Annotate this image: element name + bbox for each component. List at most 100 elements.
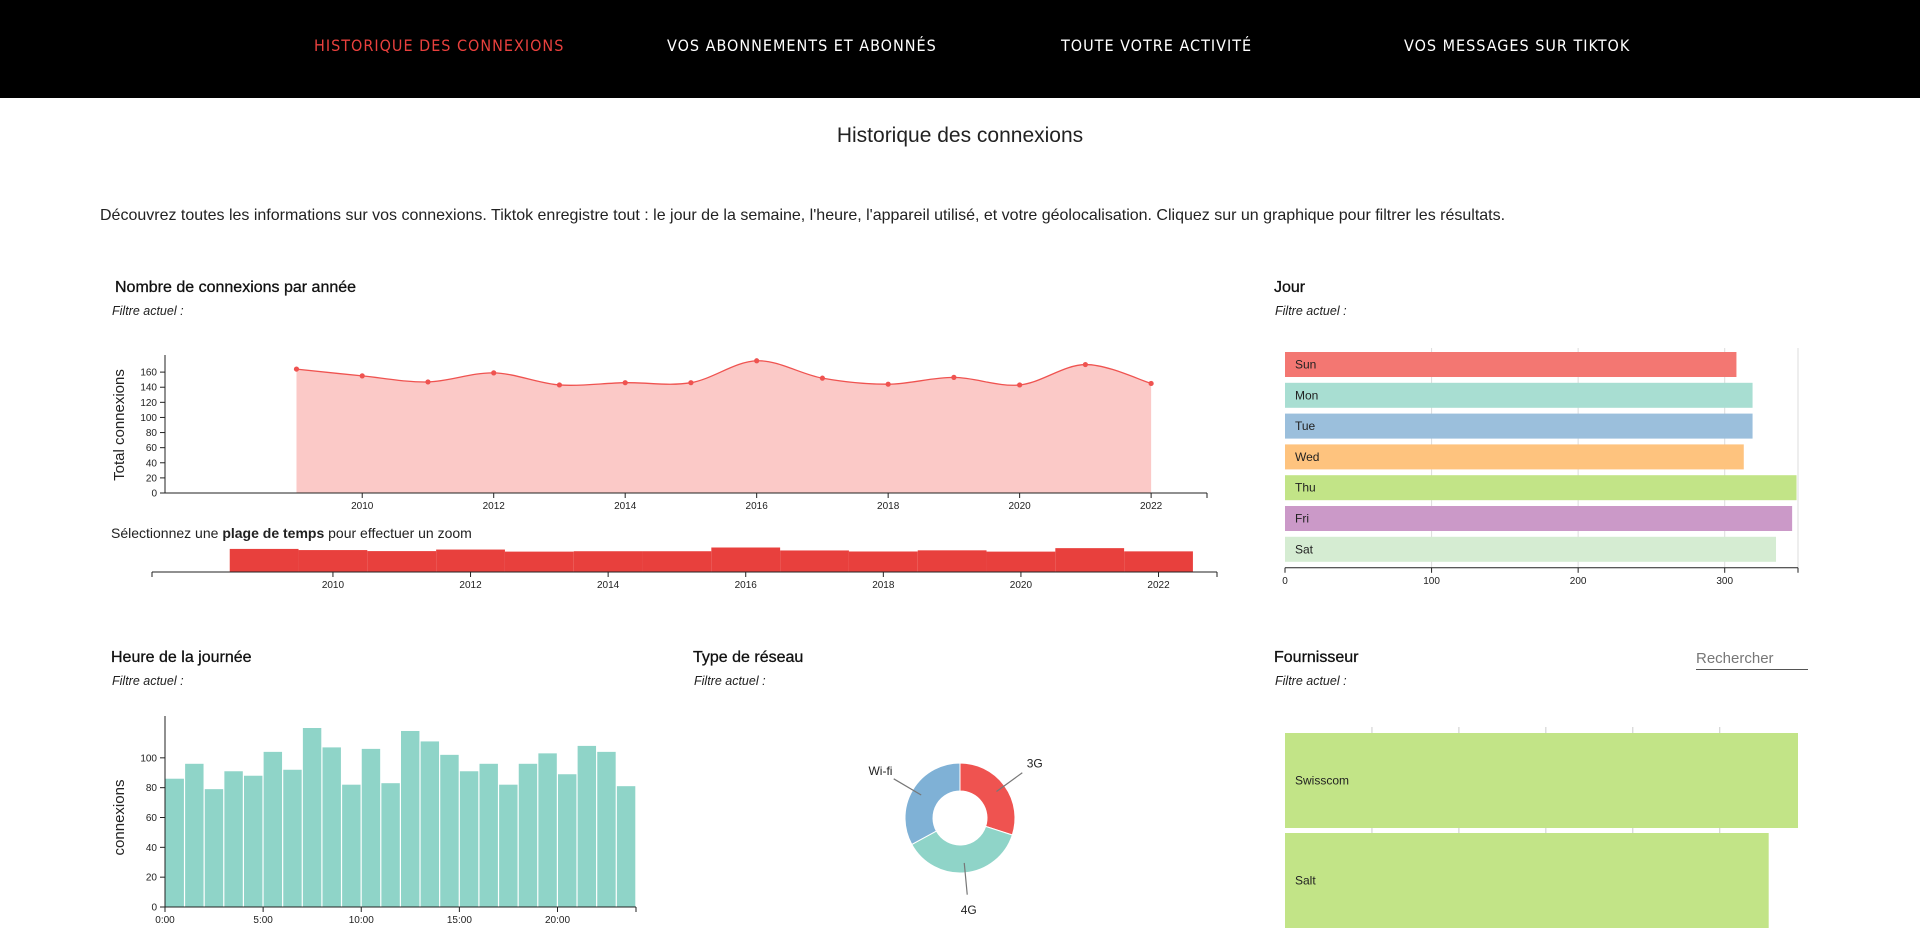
year-y-tick-label: 140 [140,383,157,394]
brush-x-tick-label: 2012 [459,580,482,591]
brush-x-tick-label: 2022 [1147,580,1170,591]
hour-y-tick-label: 80 [146,783,158,794]
hour-x-tick-label: 10:00 [349,915,374,926]
year-point-2018 [885,381,891,387]
year-x-tick-label: 2016 [746,501,769,512]
day-x-tick-label: 300 [1716,576,1733,587]
hour-bar-2 [204,789,224,907]
brush-bar-2011 [367,551,437,572]
year-point-2015 [688,380,694,386]
year-point-2010 [359,373,365,379]
nav-link-historique-connexions[interactable]: HISTORIQUE DES CONNEXIONS [314,36,565,55]
brush-bar-2018 [848,551,918,572]
provider-bar-chart[interactable]: Swisscom Salt [1270,720,1810,928]
year-x-tick-label: 2022 [1140,501,1163,512]
year-point-2009 [293,366,300,372]
day-bar-chart[interactable]: Sun Mon Tue Wed Thu Fri Sat 0 100 200 300 [1270,340,1810,590]
hour-bar-3 [224,771,243,907]
year-y-axis-label: Total connexions [111,369,128,481]
hour-filter-label: Filtre actuel : [112,674,184,688]
hour-bar-17 [499,784,518,907]
hour-bar-12 [401,730,420,907]
provider-search-input[interactable] [1696,648,1808,670]
network-donut-chart[interactable]: 3G 4G Wi-fi [820,735,1100,928]
provider-bar-label: Salt [1295,874,1316,888]
hour-bar-0 [165,778,184,907]
day-chart-title: Jour [1274,279,1306,296]
year-point-2014 [622,380,628,386]
network-filter-label: Filtre actuel : [694,674,766,688]
brush-bar-2017 [780,550,849,572]
year-point-2013 [556,382,563,388]
network-slice-wifi [904,762,961,846]
year-x-tick-label: 2010 [351,501,374,512]
year-y-tick-label: 160 [140,368,157,379]
year-point-2020 [1017,382,1023,388]
brush-x-tick-label: 2018 [872,580,895,591]
brush-bar-2020 [986,551,1056,572]
brush-bar-2022 [1124,551,1193,572]
brush-bar-2010 [298,550,368,572]
hour-x-tick-label: 20:00 [545,915,570,926]
day-bar-mon [1285,382,1753,408]
brush-x-tick-label: 2016 [735,580,758,591]
day-bar-label: Wed [1295,450,1319,464]
day-bar-tue [1285,413,1753,439]
hour-bar-19 [538,753,557,907]
hour-y-tick-label: 60 [146,813,158,824]
hour-bar-20 [558,774,577,907]
day-bar-fri [1285,506,1793,531]
hour-bar-6 [283,769,302,907]
year-x-tick-label: 2012 [483,501,506,512]
year-point-2019 [951,374,957,380]
year-y-tick-label: 80 [146,428,158,439]
hour-y-axis-label: connexions [111,780,128,856]
year-x-tick-label: 2014 [614,501,637,512]
hour-bar-10 [361,748,381,907]
year-y-tick-label: 100 [140,413,157,424]
hour-bar-13 [420,741,440,907]
year-point-2016 [754,358,760,364]
year-filter-label: Filtre actuel : [112,304,184,318]
hour-bar-chart[interactable]: 0 20 40 60 80 100 0:00 5:00 10:00 15:00 20:00 conne… [100,712,660,928]
year-area-chart[interactable]: 0 20 40 60 80 100 120 140 160 2010 2012 2014 2016 201… [100,345,1220,520]
year-point-2011 [425,379,431,385]
day-x-tick-label: 100 [1423,576,1440,587]
hour-bar-18 [518,763,538,907]
year-point-2022 [1148,380,1154,387]
day-bar-label: Fri [1295,512,1309,526]
hour-bar-16 [479,763,498,907]
nav-link-messages[interactable]: VOS MESSAGES SUR TIKTOK [1404,36,1631,55]
hour-bar-14 [440,754,459,907]
hour-bar-21 [577,745,597,907]
nav-link-abonnements[interactable]: VOS ABONNEMENTS ET ABONNÉS [667,36,937,55]
provider-bar-swisscom [1285,733,1798,828]
intro-text: Découvrez toutes les informations sur vo… [100,207,1506,224]
hour-bar-15 [459,771,479,907]
hour-x-tick-label: 15:00 [447,915,472,926]
hour-chart-title: Heure de la journée [111,649,252,666]
hour-bar-11 [381,783,400,907]
provider-bar-salt [1285,833,1769,928]
hour-y-tick-label: 20 [146,873,158,884]
year-point-2012 [491,370,497,376]
year-y-tick-label: 60 [146,443,158,454]
year-x-tick-label: 2018 [877,501,900,512]
hour-bar-7 [302,728,322,907]
day-bar-thu [1285,475,1797,501]
day-filter-label: Filtre actuel : [1275,304,1347,318]
year-y-tick-label: 40 [146,458,158,469]
day-bar-label: Thu [1295,481,1316,495]
brush-bar-2016 [711,547,781,572]
brush-x-tick-label: 2020 [1010,580,1033,591]
day-bar-label: Sat [1295,542,1314,556]
network-slice-label: Wi-fi [868,764,892,778]
year-brush-chart[interactable]: 2010 2012 2014 2016 2018 2020 2022 [140,540,1220,595]
year-y-tick-label: 0 [151,489,157,500]
top-navigation: HISTORIQUE DES CONNEXIONS VOS ABONNEMENT… [0,0,1920,98]
brush-bar-2009 [229,548,299,572]
brush-x-tick-label: 2014 [597,580,620,591]
nav-link-activite[interactable]: TOUTE VOTRE ACTIVITÉ [1061,36,1253,55]
provider-filter-label: Filtre actuel : [1275,674,1347,688]
hour-bar-22 [597,751,616,907]
